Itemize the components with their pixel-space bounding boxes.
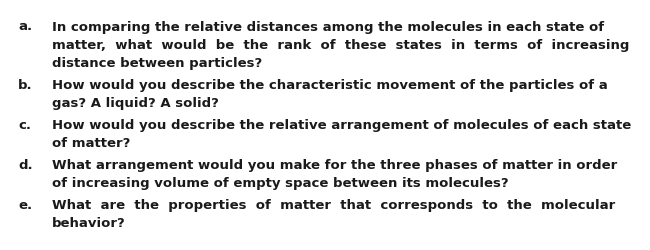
Text: c.: c. <box>18 118 31 132</box>
Text: What arrangement would you make for the three phases of matter in order: What arrangement would you make for the … <box>52 158 618 171</box>
Text: behavior?: behavior? <box>52 217 125 230</box>
Text: of matter?: of matter? <box>52 137 131 150</box>
Text: e.: e. <box>18 198 32 211</box>
Text: What  are  the  properties  of  matter  that  corresponds  to  the  molecular: What are the properties of matter that c… <box>52 198 616 211</box>
Text: gas? A liquid? A solid?: gas? A liquid? A solid? <box>52 97 219 110</box>
Text: distance between particles?: distance between particles? <box>52 57 262 70</box>
Text: a.: a. <box>18 20 32 33</box>
Text: How would you describe the relative arrangement of molecules of each state: How would you describe the relative arra… <box>52 118 631 132</box>
Text: b.: b. <box>18 79 32 92</box>
Text: How would you describe the characteristic movement of the particles of a: How would you describe the characteristi… <box>52 79 608 92</box>
Text: matter,  what  would  be  the  rank  of  these  states  in  terms  of  increasin: matter, what would be the rank of these … <box>52 39 629 52</box>
Text: d.: d. <box>18 158 32 171</box>
Text: In comparing the relative distances among the molecules in each state of: In comparing the relative distances amon… <box>52 20 604 33</box>
Text: of increasing volume of empty space between its molecules?: of increasing volume of empty space betw… <box>52 177 508 190</box>
